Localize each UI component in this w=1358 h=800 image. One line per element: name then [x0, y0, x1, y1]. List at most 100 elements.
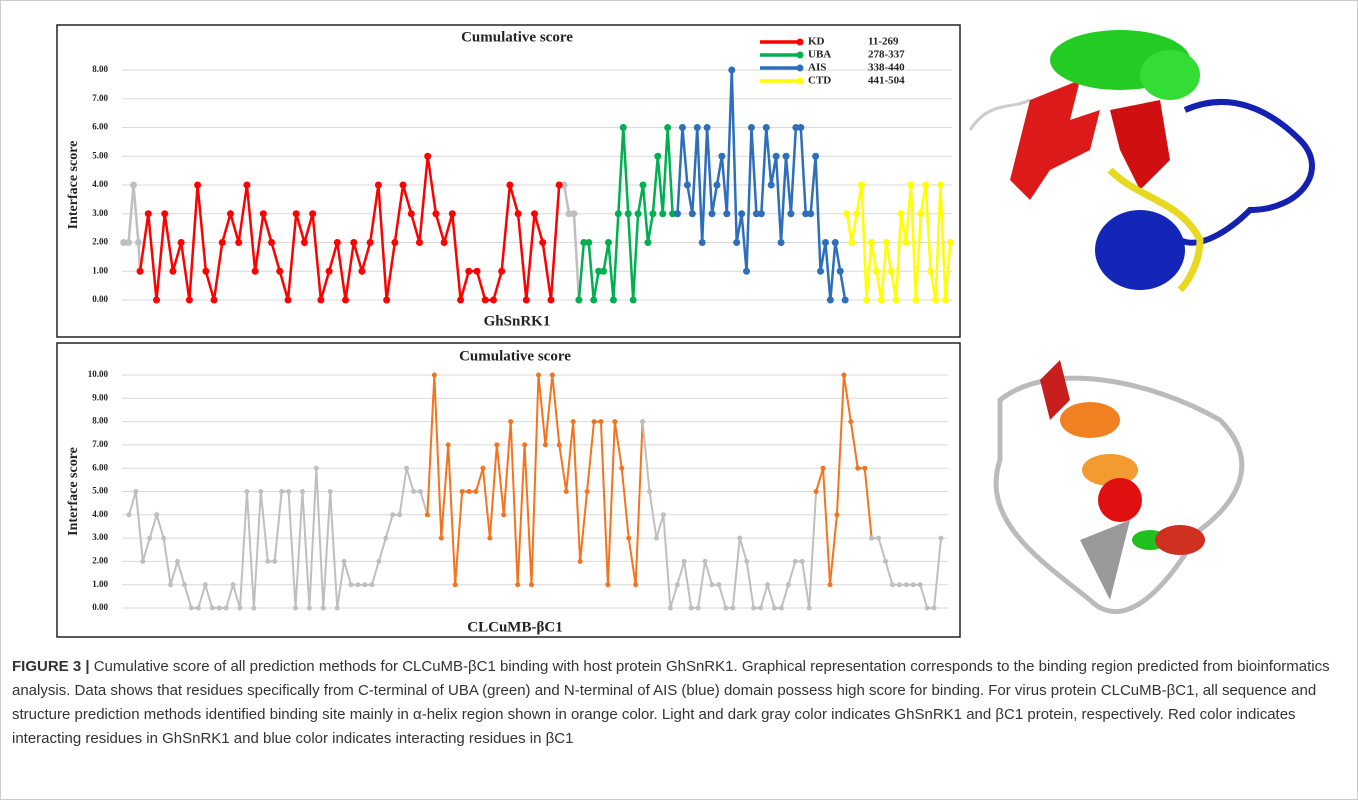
data-point	[376, 559, 381, 564]
data-point	[738, 210, 745, 217]
data-point	[260, 210, 267, 217]
data-point	[758, 606, 763, 611]
data-point	[523, 297, 530, 304]
data-point	[231, 582, 236, 587]
data-point	[334, 239, 341, 246]
data-point	[911, 582, 916, 587]
data-point	[932, 606, 937, 611]
data-point	[238, 606, 243, 611]
legend-marker	[797, 52, 804, 59]
data-point	[800, 559, 805, 564]
data-point	[268, 239, 275, 246]
data-point	[182, 582, 187, 587]
data-point	[342, 297, 349, 304]
data-point	[600, 268, 607, 275]
y-tick-label: 2.00	[92, 555, 108, 565]
legend-range: 441-504	[868, 75, 905, 87]
data-point	[654, 536, 659, 541]
data-point	[751, 606, 756, 611]
data-point	[858, 182, 865, 189]
data-point	[878, 297, 885, 304]
data-point	[848, 419, 853, 424]
data-point	[635, 210, 642, 217]
data-point	[679, 124, 686, 131]
data-point	[610, 297, 617, 304]
data-point	[619, 466, 624, 471]
data-point	[531, 210, 538, 217]
legend-range: 338-440	[868, 62, 905, 74]
data-point	[869, 536, 874, 541]
data-point	[787, 210, 794, 217]
data-point	[219, 239, 226, 246]
data-point	[326, 268, 333, 275]
data-point	[853, 210, 860, 217]
legend-range: 278-337	[868, 49, 905, 61]
data-point	[404, 466, 409, 471]
data-point	[557, 442, 562, 447]
y-tick-label: 0.00	[92, 602, 108, 612]
data-point	[668, 606, 673, 611]
data-point	[723, 606, 728, 611]
data-point	[196, 606, 201, 611]
data-point	[832, 239, 839, 246]
data-point	[647, 489, 652, 494]
data-point	[917, 210, 924, 217]
data-point	[598, 419, 603, 424]
data-point	[224, 606, 229, 611]
data-point	[202, 268, 209, 275]
data-point	[168, 582, 173, 587]
data-point	[659, 210, 666, 217]
data-point	[904, 582, 909, 587]
data-point	[575, 297, 582, 304]
data-point	[564, 489, 569, 494]
data-point	[821, 466, 826, 471]
data-point	[592, 419, 597, 424]
data-point	[543, 442, 548, 447]
chart-title: Cumulative score	[461, 29, 573, 45]
data-point	[307, 606, 312, 611]
data-point	[605, 582, 610, 587]
data-point	[227, 210, 234, 217]
data-point	[400, 182, 407, 189]
data-point	[439, 536, 444, 541]
data-point	[130, 182, 137, 189]
data-point	[515, 210, 522, 217]
data-point	[765, 582, 770, 587]
data-point	[383, 297, 390, 304]
data-point	[694, 124, 701, 131]
data-point	[733, 239, 740, 246]
legend-marker	[797, 65, 804, 72]
data-point	[145, 210, 152, 217]
data-point	[252, 268, 259, 275]
data-point	[709, 210, 716, 217]
data-point	[748, 124, 755, 131]
data-point	[397, 512, 402, 517]
data-point	[925, 606, 930, 611]
data-point	[556, 182, 563, 189]
data-point	[251, 606, 256, 611]
data-point	[416, 239, 423, 246]
data-point	[778, 239, 785, 246]
data-point	[265, 559, 270, 564]
y-tick-label: 6.00	[92, 122, 108, 132]
data-point	[902, 239, 909, 246]
y-tick-label: 6.00	[92, 462, 108, 472]
data-point	[710, 582, 715, 587]
data-point	[890, 582, 895, 587]
data-point	[807, 210, 814, 217]
data-point	[350, 239, 357, 246]
y-tick-label: 1.00	[92, 579, 108, 589]
data-point	[743, 268, 750, 275]
data-point	[807, 606, 812, 611]
page: 0.001.002.003.004.005.006.007.008.00Cumu…	[0, 0, 1358, 800]
data-point	[356, 582, 361, 587]
data-point	[837, 268, 844, 275]
data-point	[932, 297, 939, 304]
data-point	[590, 297, 597, 304]
data-point	[175, 559, 180, 564]
data-point	[321, 606, 326, 611]
data-point	[763, 124, 770, 131]
data-point	[286, 489, 291, 494]
data-point	[522, 442, 527, 447]
y-tick-label: 3.00	[92, 208, 108, 218]
